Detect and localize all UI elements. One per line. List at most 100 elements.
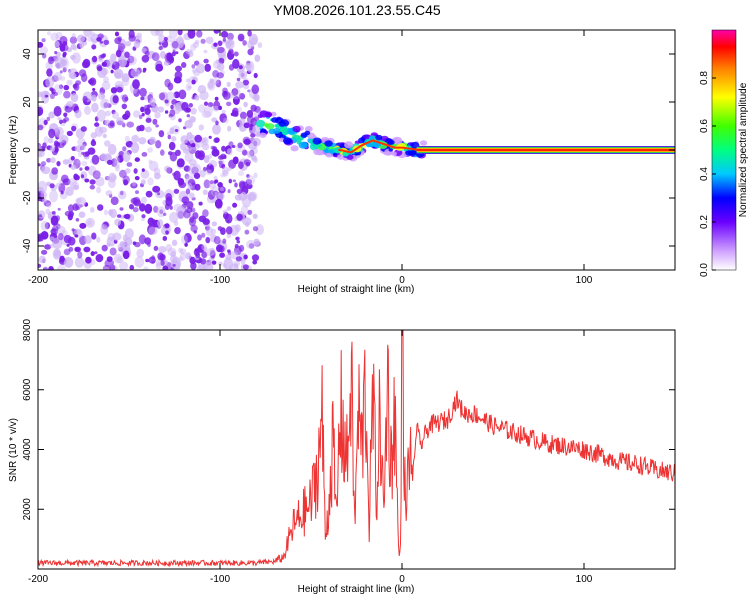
noise-blob xyxy=(45,208,51,215)
noise-blob xyxy=(188,50,194,58)
noise-blob xyxy=(230,112,235,117)
noise-blob xyxy=(243,254,248,260)
noise-blob xyxy=(113,156,120,164)
noise-blob xyxy=(92,55,98,63)
noise-blob xyxy=(197,244,205,251)
spectrogram-y-ticks: -40 -20 0 20 40 xyxy=(22,48,675,253)
noise-blob xyxy=(96,186,102,194)
noise-blob xyxy=(164,223,170,229)
noise-blob xyxy=(166,35,173,43)
noise-blob xyxy=(49,189,58,203)
noise-blob xyxy=(207,79,216,91)
noise-blob xyxy=(112,95,119,104)
noise-blob xyxy=(109,264,116,270)
noise-blob xyxy=(124,135,130,143)
noise-blob xyxy=(89,184,96,190)
noise-blob xyxy=(141,54,150,63)
noise-blob xyxy=(180,142,187,151)
ridge-blob xyxy=(304,126,313,132)
noise-blob xyxy=(53,146,59,153)
noise-blob xyxy=(196,63,206,74)
noise-blob xyxy=(148,160,159,172)
noise-blob xyxy=(77,34,85,43)
noise-blob xyxy=(96,236,101,243)
noise-blob xyxy=(178,89,187,100)
noise-blob xyxy=(119,261,129,270)
noise-blob xyxy=(53,92,58,96)
noise-blob xyxy=(139,203,146,212)
noise-blob xyxy=(158,130,165,138)
noise-blob xyxy=(236,213,243,221)
noise-blob xyxy=(113,68,124,80)
noise-blob xyxy=(38,255,46,264)
noise-blob xyxy=(142,69,146,73)
noise-blob xyxy=(71,228,75,232)
noise-blob xyxy=(68,211,75,217)
noise-blob xyxy=(58,84,64,90)
noise-blob xyxy=(75,218,80,222)
noise-blob xyxy=(107,122,115,129)
noise-blob xyxy=(145,258,150,263)
noise-blob xyxy=(173,91,180,99)
noise-blob xyxy=(164,99,169,104)
y-tick-label: -40 xyxy=(22,238,33,253)
noise-blob xyxy=(114,218,121,226)
noise-blob xyxy=(183,232,192,243)
noise-blob xyxy=(69,54,76,61)
noise-blob xyxy=(106,242,111,247)
noise-blob xyxy=(235,224,241,233)
noise-blob xyxy=(72,83,78,89)
ridge-blob xyxy=(333,147,342,154)
noise-blob xyxy=(42,267,48,270)
noise-blob xyxy=(223,154,227,160)
noise-blob xyxy=(231,145,236,148)
noise-blob xyxy=(211,117,218,123)
noise-blob xyxy=(238,70,248,80)
noise-blob xyxy=(89,179,96,185)
noise-blob xyxy=(202,218,210,226)
noise-blob xyxy=(58,233,64,241)
noise-blob xyxy=(82,141,87,147)
noise-blob xyxy=(42,142,47,149)
ridge-blob xyxy=(344,141,354,149)
noise-blob xyxy=(103,39,110,46)
colorbar-tick-label: 0.0 xyxy=(699,263,710,277)
noise-blob xyxy=(80,126,87,132)
noise-blob xyxy=(254,54,261,62)
noise-blob xyxy=(163,212,167,216)
noise-blob xyxy=(100,98,110,110)
noise-blob xyxy=(231,88,239,96)
noise-blob xyxy=(100,153,108,161)
noise-blob xyxy=(227,167,233,172)
noise-blob xyxy=(73,228,81,235)
noise-blob xyxy=(169,212,179,223)
noise-blob xyxy=(176,205,186,220)
noise-blob xyxy=(124,110,131,119)
noise-blob xyxy=(140,217,145,222)
noise-blob xyxy=(197,150,205,161)
noise-blob xyxy=(220,30,229,38)
noise-blob xyxy=(79,41,85,49)
noise-blob xyxy=(91,232,97,240)
noise-blob xyxy=(196,30,203,38)
noise-blob xyxy=(117,43,126,50)
noise-blob xyxy=(87,220,92,226)
noise-blob xyxy=(214,137,220,143)
noise-blob xyxy=(251,254,260,262)
ridge-blob xyxy=(271,117,279,123)
noise-blob xyxy=(74,109,82,119)
noise-blob xyxy=(176,158,185,168)
noise-blob xyxy=(170,104,174,110)
noise-blob xyxy=(165,91,176,101)
noise-blob xyxy=(220,227,226,236)
noise-blob xyxy=(179,252,186,261)
snr-y-label: SNR (10 * v/v) xyxy=(8,418,19,482)
noise-blob xyxy=(80,143,86,151)
noise-blob xyxy=(238,161,244,169)
noise-blob xyxy=(184,152,194,163)
noise-blob xyxy=(124,237,133,246)
noise-blob xyxy=(91,44,97,50)
noise-blob xyxy=(240,258,246,265)
noise-blob xyxy=(108,178,116,189)
